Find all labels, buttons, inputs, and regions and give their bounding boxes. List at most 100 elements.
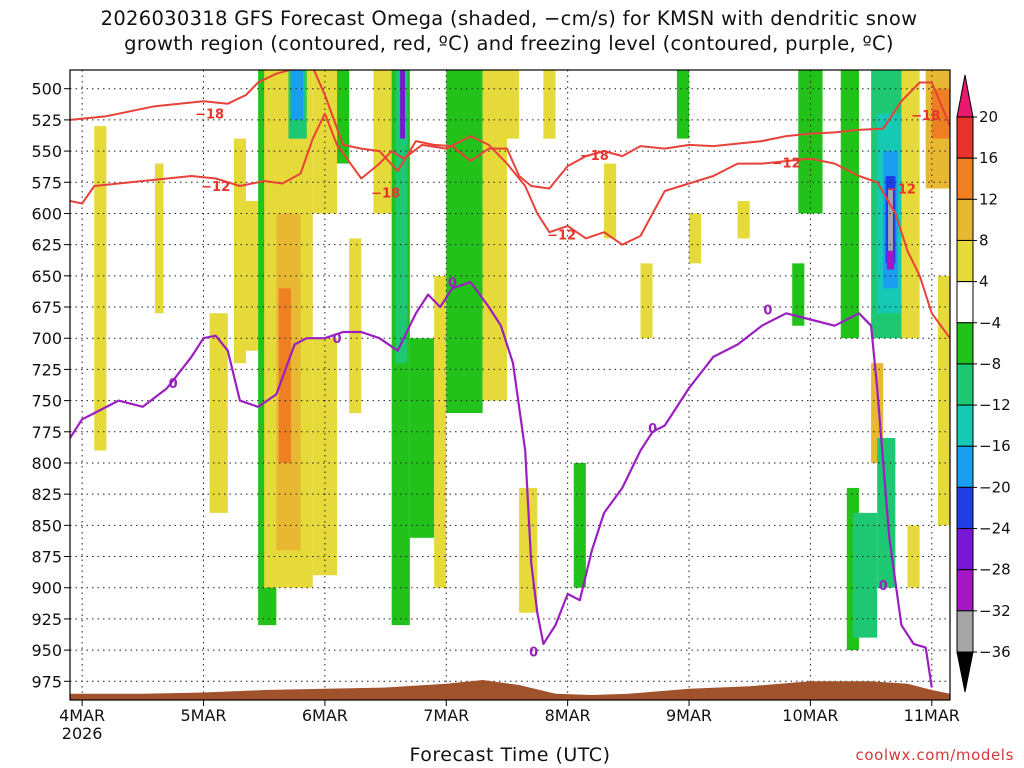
colorbar-label: −4	[979, 314, 1001, 332]
x-tick-label: 9MAR	[666, 706, 712, 725]
colorbar-label: 20	[979, 108, 998, 126]
y-tick-label: 725	[31, 360, 62, 379]
x-tick-label: 10MAR	[782, 706, 838, 725]
omega-patch	[409, 338, 435, 538]
omega-patch	[349, 238, 362, 414]
colorbar-label: −12	[979, 396, 1011, 414]
colorbar-label: −32	[979, 602, 1011, 620]
x-axis-label: Forecast Time (UTC)	[409, 744, 611, 766]
colorbar-segment	[956, 281, 974, 324]
omega-patch	[937, 275, 950, 526]
y-tick-label: 850	[31, 516, 62, 535]
omega-patch	[278, 288, 291, 463]
omega-patch	[154, 163, 164, 314]
contour-label: 0	[529, 645, 538, 660]
contour-label: −12	[547, 229, 576, 244]
omega-patch	[434, 275, 447, 588]
x-tick-label: 5MAR	[180, 706, 226, 725]
colorbar-segment	[956, 486, 974, 530]
omega-patch	[482, 70, 507, 401]
omega-patch	[94, 126, 107, 451]
colorbar-segment	[956, 363, 974, 406]
contour-layer	[70, 70, 950, 688]
contour-label: −18	[580, 149, 609, 164]
omega-patch	[446, 70, 483, 414]
omega-patch	[792, 263, 805, 326]
colorbar-label: 16	[979, 149, 998, 167]
colorbar-label: 12	[979, 190, 998, 208]
omega-patch	[840, 70, 859, 339]
y-tick-label: 675	[31, 298, 62, 317]
omega-patch	[290, 70, 304, 120]
y-tick-label: 925	[31, 610, 62, 629]
y-tick-label: 500	[31, 80, 62, 99]
y-tick-label: 700	[31, 329, 62, 348]
colorbar-label: −28	[979, 561, 1011, 579]
contour-label: 0	[333, 332, 342, 347]
contour-label: −12	[887, 183, 916, 198]
colorbar-segment	[956, 610, 974, 653]
omega-patch	[604, 163, 617, 239]
y-tick-label: 900	[31, 579, 62, 598]
y-tick-label: 775	[31, 423, 62, 442]
y-tick-label: 975	[31, 672, 62, 691]
x-tick-label: 8MAR	[545, 706, 591, 725]
contour-label: 0	[648, 422, 657, 437]
omega-shading	[94, 70, 950, 651]
omega-patch	[886, 250, 895, 270]
y-tick-label: 950	[31, 641, 62, 660]
omega-patch	[573, 462, 586, 588]
colorbar-bottom-arrow	[956, 651, 974, 693]
contour-freezing-level	[70, 281, 933, 688]
contour-label: −18	[911, 109, 940, 124]
contour-label: −18	[195, 108, 224, 123]
chart-title: 2026030318 GFS Forecast Omega (shaded, −…	[100, 7, 918, 55]
colorbar-segment	[956, 528, 974, 571]
y-tick-label: 550	[31, 142, 62, 161]
contour-label-layer: −18 −18 −18 −18 −12 −12 −12 −12 0 0 0 0 0 0 0	[169, 108, 941, 661]
contour-label: 0	[169, 377, 178, 392]
y-tick-label: 575	[31, 173, 62, 192]
colorbar-label: −16	[979, 437, 1011, 455]
terrain-layer	[70, 680, 950, 700]
colorbar-top-arrow	[956, 74, 974, 118]
contour-label: −18	[371, 186, 400, 201]
x-tick-label: 4MAR	[59, 706, 105, 725]
y-tick-label: 875	[31, 548, 62, 567]
omega-patch	[312, 338, 338, 576]
omega-patch	[400, 70, 406, 139]
colorbar-segment	[956, 404, 974, 447]
x-tick-label: 11MAR	[904, 706, 960, 725]
omega-patch	[931, 88, 950, 139]
y-tick-label: 825	[31, 485, 62, 504]
colorbar-label: 4	[979, 273, 989, 291]
contour-dendritic-top	[70, 70, 950, 190]
colorbar-label: −20	[979, 478, 1011, 496]
terrain-area	[70, 680, 950, 700]
omega-patch	[209, 313, 228, 513]
omega-patch	[676, 70, 690, 139]
contour-label: 0	[879, 579, 888, 594]
omega-patch	[901, 70, 920, 339]
omega-patch	[640, 263, 653, 339]
omega-patch	[689, 213, 702, 264]
contour-label: 0	[763, 304, 772, 319]
contour-label: −12	[772, 156, 801, 171]
omega-patch	[395, 70, 408, 364]
axes: 500 525 550 575 600 625 650 675 700 725 750 775 800 8…	[31, 80, 959, 743]
omega-patch	[907, 525, 920, 588]
y-tick-label: 625	[31, 236, 62, 255]
y-tick-label: 600	[31, 204, 62, 223]
colorbar-label: −36	[979, 643, 1011, 661]
credit-text: coolwx.com/models	[855, 746, 1014, 764]
omega-patch	[543, 70, 556, 139]
plot-frame	[69, 69, 951, 701]
colorbar-label: −24	[979, 520, 1011, 538]
colorbar: 20 16 12 8 4 −4 −8 −12 −16 −20 −24 −28 −32 −36	[956, 74, 1011, 693]
colorbar-segment	[956, 445, 974, 488]
contour-label: −12	[201, 180, 230, 195]
colorbar-segment	[956, 198, 974, 241]
colorbar-label: 8	[979, 231, 989, 249]
omega-patch	[888, 188, 893, 251]
